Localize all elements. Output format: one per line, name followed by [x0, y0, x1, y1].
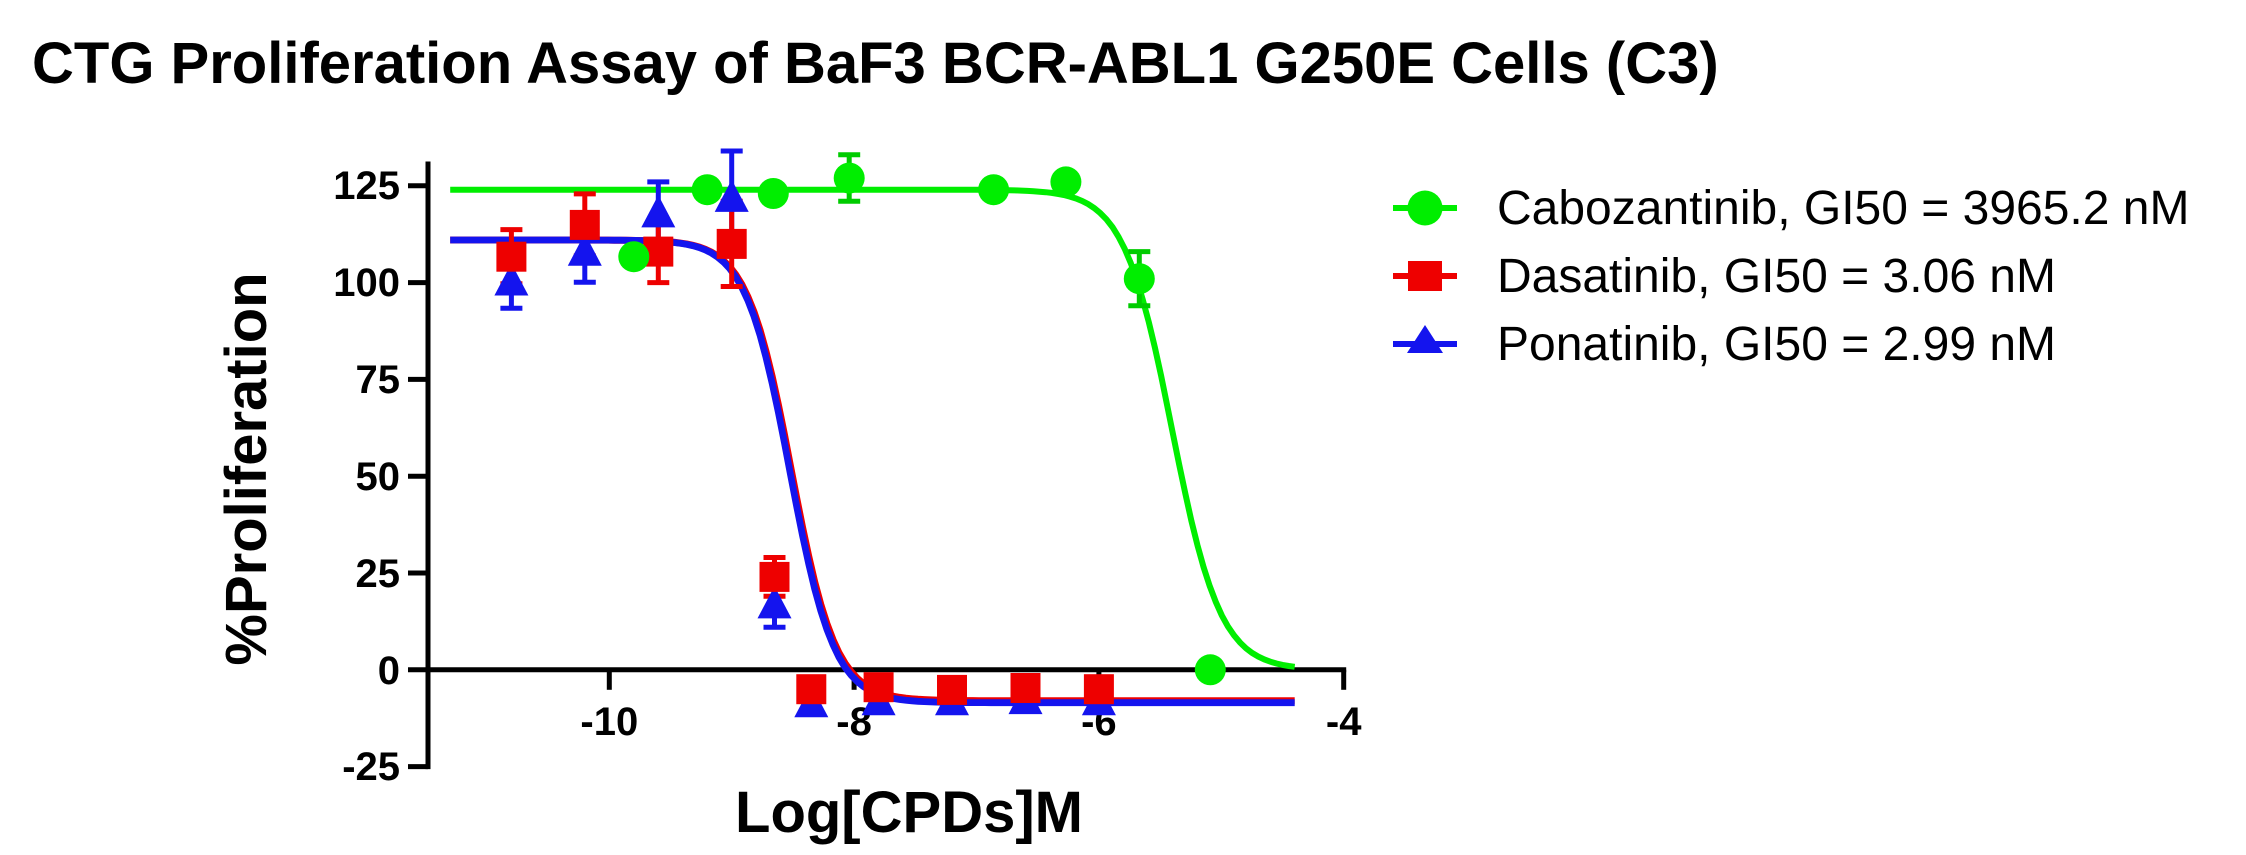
svg-text:Cabozantinib, GI50 = 3965.2 nM: Cabozantinib, GI50 = 3965.2 nM: [1497, 182, 2189, 235]
svg-text:0: 0: [378, 649, 400, 693]
svg-text:Log[CPDs]M: Log[CPDs]M: [735, 780, 1083, 845]
svg-text:-10: -10: [580, 700, 638, 744]
svg-text:-4: -4: [1326, 700, 1362, 744]
svg-text:100: 100: [333, 261, 400, 305]
svg-text:75: 75: [356, 358, 401, 402]
svg-text:Ponatinib, GI50 = 2.99 nM: Ponatinib, GI50 = 2.99 nM: [1497, 318, 2056, 371]
svg-text:125: 125: [333, 164, 400, 208]
svg-text:%Proliferation: %Proliferation: [214, 272, 279, 665]
svg-text:Dasatinib, GI50 = 3.06 nM: Dasatinib, GI50 = 3.06 nM: [1497, 250, 2056, 303]
svg-text:-25: -25: [342, 745, 400, 789]
svg-text:50: 50: [356, 455, 401, 499]
svg-text:25: 25: [356, 552, 401, 596]
